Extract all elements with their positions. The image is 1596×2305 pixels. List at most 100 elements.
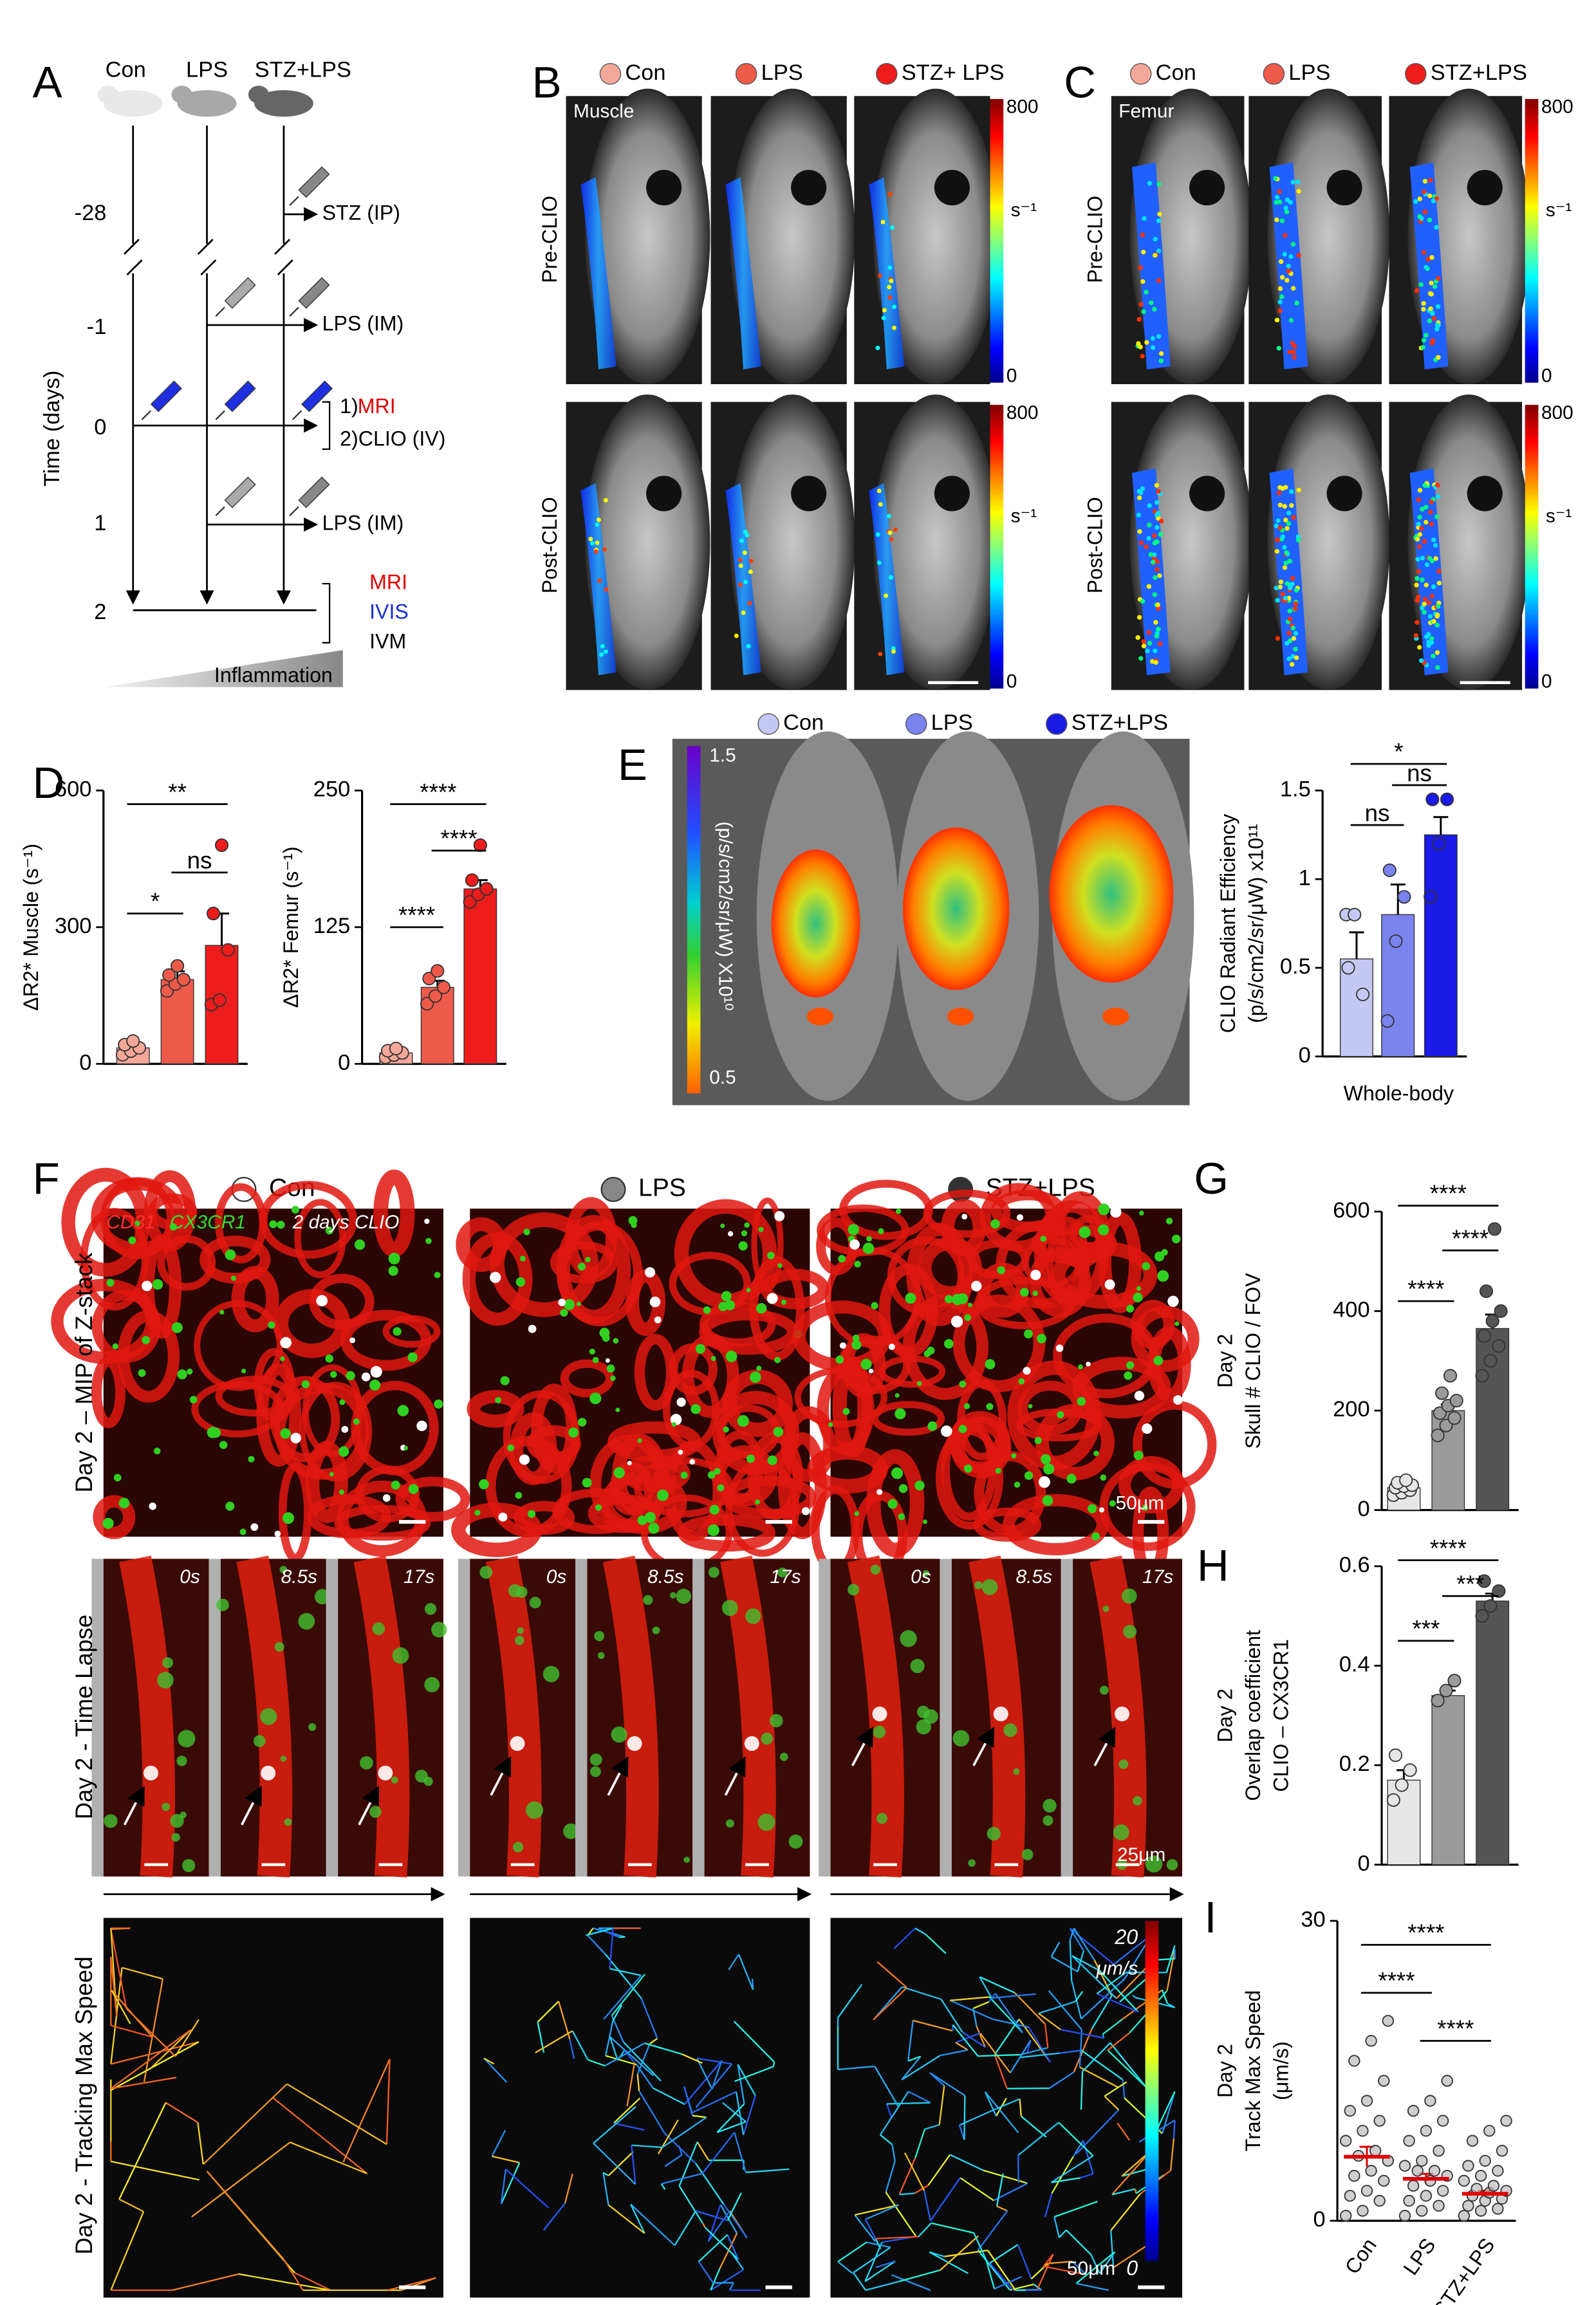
signal-speck (1274, 194, 1280, 200)
cell (652, 1626, 660, 1634)
data-point (162, 968, 176, 982)
track (1058, 2229, 1067, 2238)
signal-speck (593, 549, 598, 554)
signal-speck (1429, 255, 1434, 260)
signal-speck (1287, 616, 1293, 622)
pointer-arrow (972, 1726, 995, 1766)
data-point (1477, 1574, 1491, 1588)
signal-speck (1141, 250, 1146, 255)
line (123, 239, 140, 255)
cell (515, 1277, 526, 1287)
track (722, 2102, 747, 2123)
vessel (682, 1334, 739, 1418)
cell (878, 1228, 884, 1234)
signal-speck (1140, 279, 1146, 284)
signal-speck (1433, 556, 1438, 561)
cell (873, 1725, 886, 1739)
cell (507, 1444, 514, 1452)
track (1113, 2243, 1151, 2268)
cell (181, 1858, 196, 1873)
track (593, 2106, 636, 2144)
cell (219, 1310, 225, 1315)
track (940, 2049, 969, 2057)
signal-overlay (1131, 162, 1171, 370)
signal-speck (1422, 483, 1427, 488)
track (608, 2151, 634, 2176)
track (955, 2042, 969, 2051)
mri-eye (1467, 476, 1503, 512)
cell (1043, 1799, 1057, 1813)
track (1017, 2244, 1032, 2279)
colorbar-label: 1.5 (709, 745, 736, 766)
signal-speck (1278, 579, 1284, 584)
signal-speck (595, 523, 600, 527)
cell (1133, 1796, 1142, 1806)
cell (828, 1422, 833, 1427)
signal-speck (1146, 535, 1151, 541)
track (938, 2086, 945, 2125)
cell (592, 1356, 599, 1364)
track (983, 2169, 1028, 2185)
signal-speck (1137, 615, 1142, 620)
track (609, 1968, 642, 1977)
cell (627, 1461, 632, 1466)
signal-speck (1296, 253, 1301, 258)
track (664, 2154, 683, 2167)
track (733, 2021, 775, 2063)
cell (1037, 1333, 1046, 1344)
track (918, 2222, 932, 2237)
cell (301, 1380, 310, 1389)
track (605, 2055, 637, 2066)
data-point (428, 989, 443, 1003)
group-label: STZ+LPS (255, 57, 351, 82)
track (1053, 2200, 1098, 2218)
cell (916, 1719, 931, 1735)
cell (769, 1714, 783, 1728)
cell (1098, 1224, 1109, 1236)
y-tick-label: 0.2 (1339, 1752, 1370, 1776)
signal-speck (1286, 510, 1292, 515)
cell (761, 1732, 774, 1745)
data-point (1378, 2075, 1390, 2087)
cell (382, 1494, 391, 1502)
cell (606, 1364, 615, 1373)
signal-speck (1285, 197, 1290, 203)
vessel (334, 1504, 431, 1541)
bioluminescence (771, 849, 860, 997)
signal-speck (1290, 286, 1296, 291)
track (238, 2273, 331, 2291)
gap (940, 1559, 952, 1877)
pointer-arrow (241, 1786, 262, 1826)
signal-speck (604, 587, 609, 592)
axis-label: Track Max Speed (1241, 1990, 1265, 2152)
row-label: Day 2 - Time Lapse (71, 1615, 97, 1819)
time-label: 17s (1142, 1566, 1173, 1588)
track (996, 2173, 1004, 2207)
mri-eye (646, 170, 682, 206)
cell (854, 1261, 861, 1268)
signal-speck (1424, 562, 1430, 568)
colorbar-label: 0 (1541, 365, 1552, 386)
cell (1043, 1815, 1053, 1826)
track (622, 2041, 662, 2082)
track (1169, 2138, 1175, 2171)
signal-speck (1146, 630, 1151, 635)
track (1049, 2071, 1075, 2089)
cell (339, 1446, 349, 1457)
signal-speck (1144, 290, 1149, 295)
signal-speck (1420, 555, 1425, 560)
track (853, 2246, 891, 2273)
cell (868, 1368, 874, 1374)
legend-label: LPS (638, 1174, 686, 1202)
cell (943, 1338, 954, 1349)
signal-speck (1138, 540, 1144, 546)
track (535, 2030, 573, 2053)
signal-speck (1157, 212, 1162, 217)
cell (738, 1241, 748, 1251)
pointer-arrow (1093, 1726, 1116, 1766)
signal-speck (1432, 284, 1438, 290)
signal-speck (1417, 196, 1422, 201)
cell (568, 1427, 579, 1438)
data-point (1433, 2145, 1445, 2157)
